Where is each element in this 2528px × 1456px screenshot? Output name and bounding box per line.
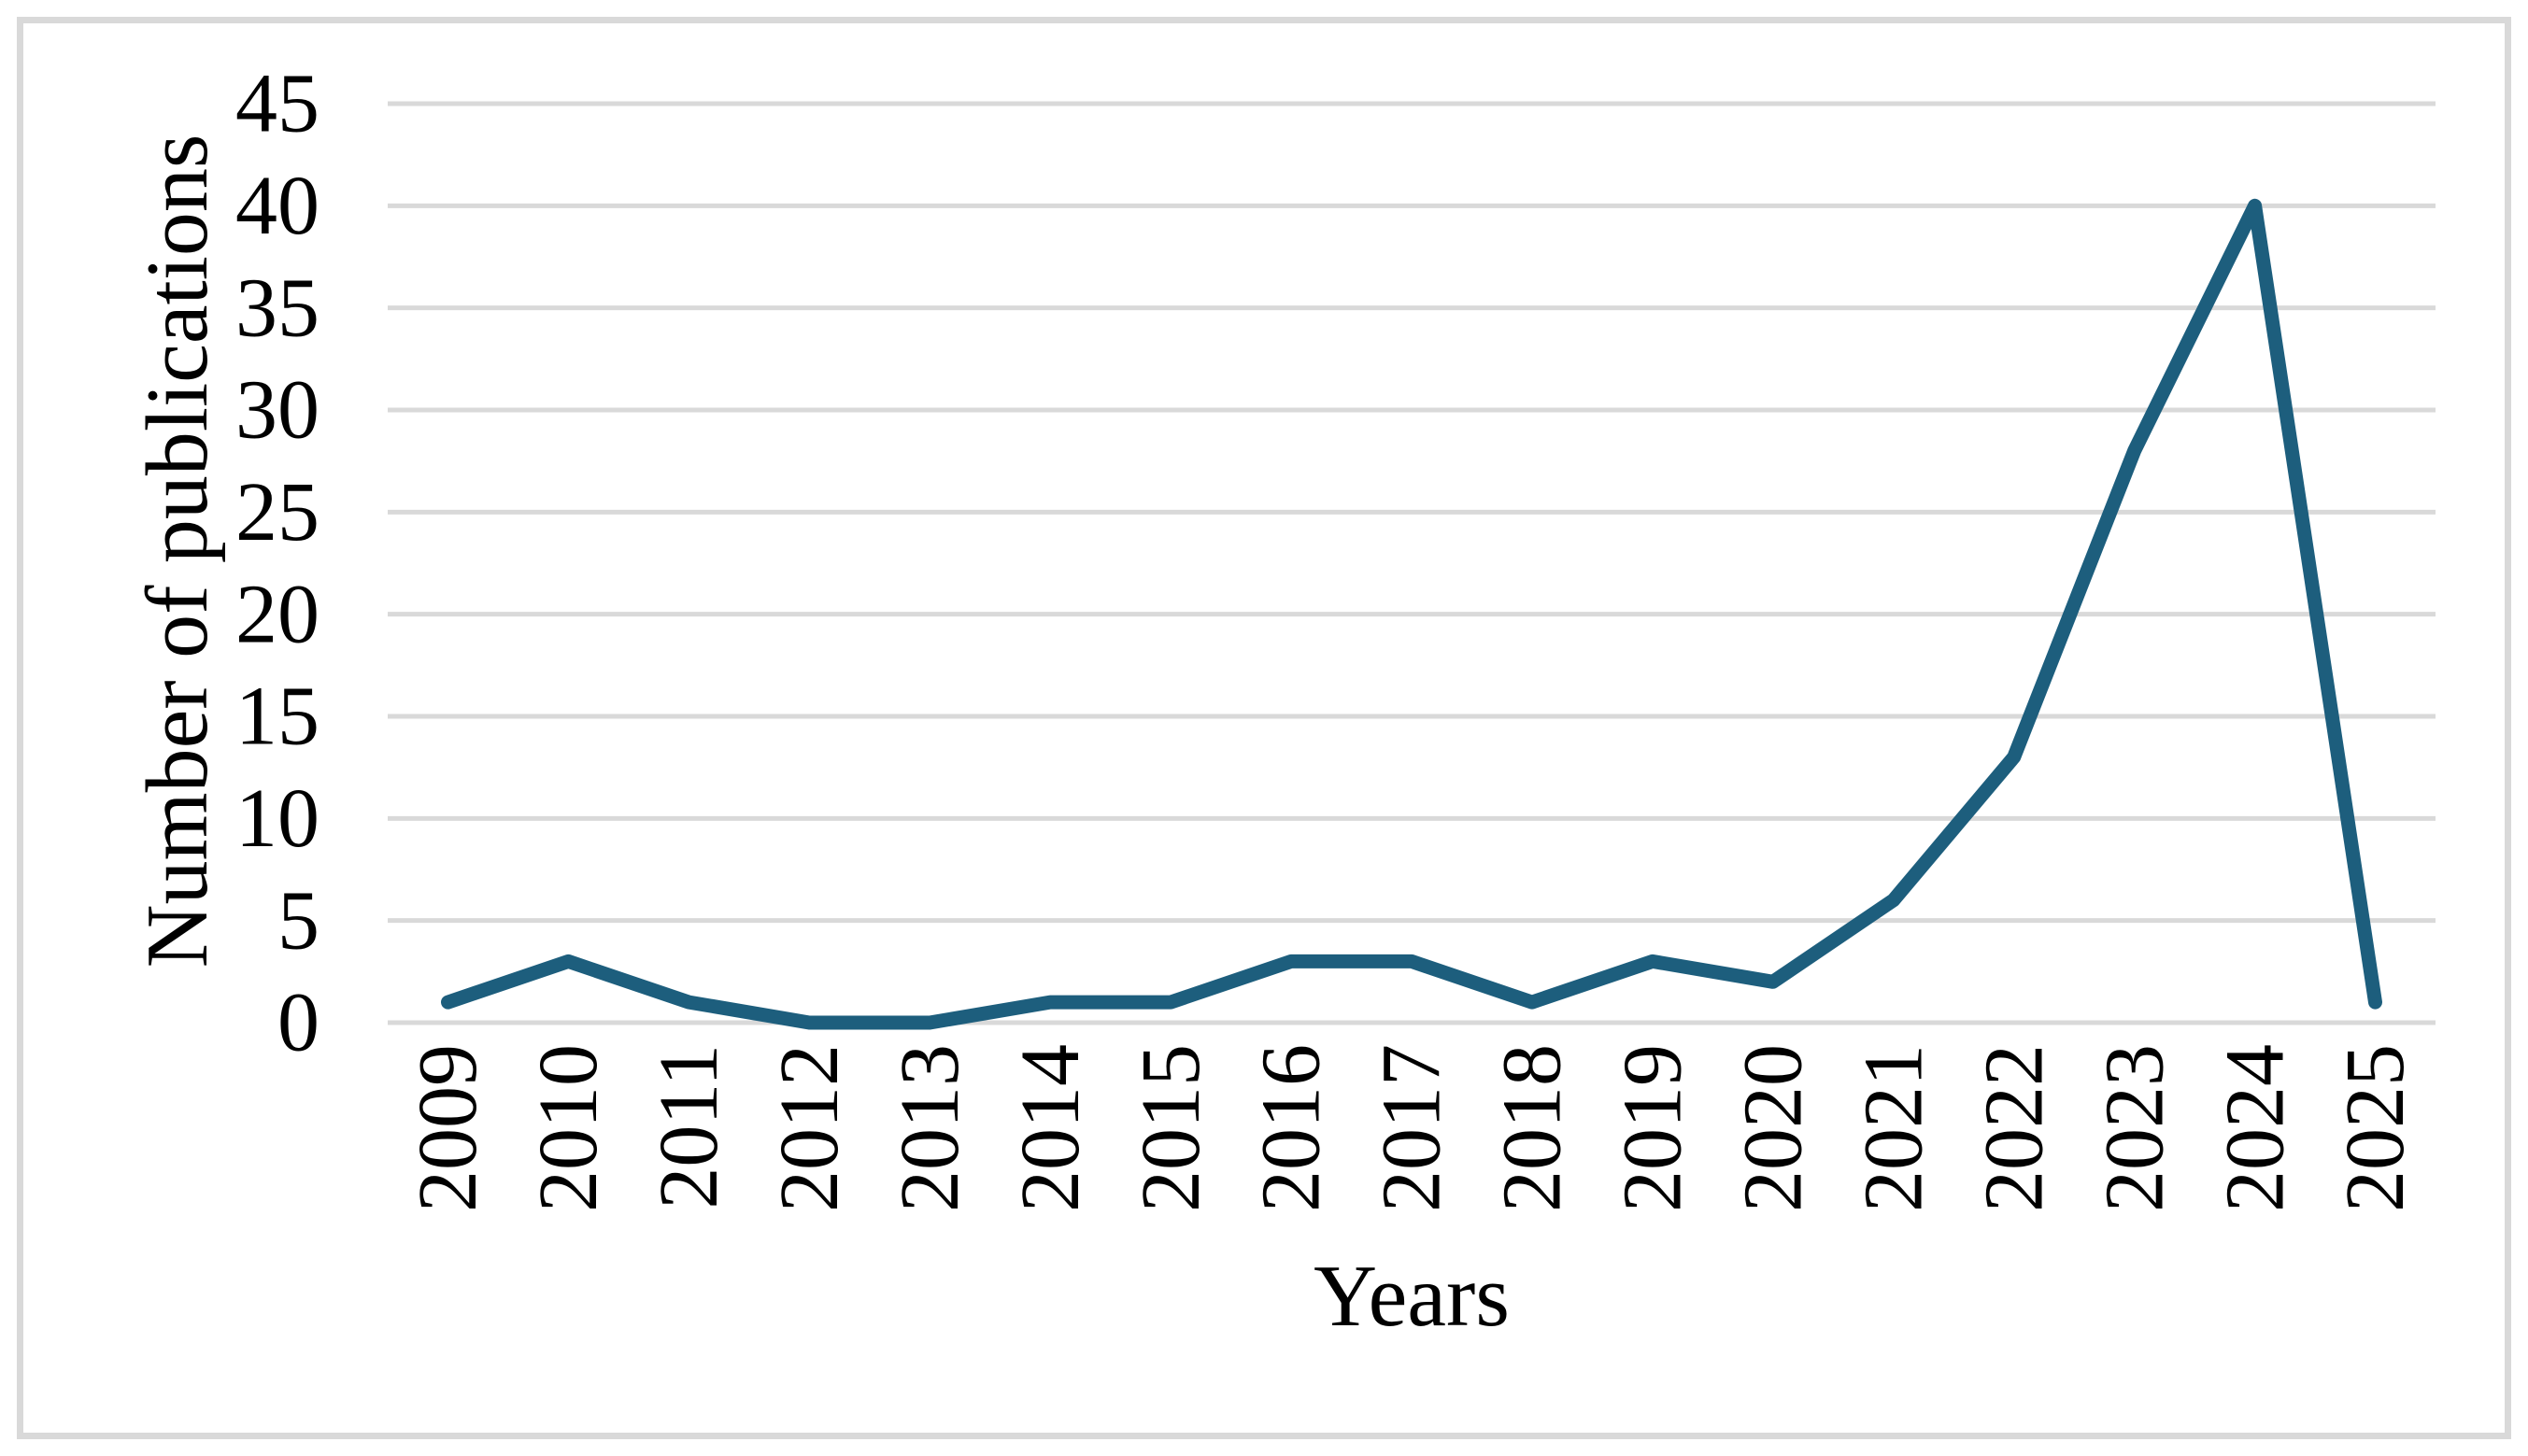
y-tick-label: 35 [235, 262, 320, 354]
x-tick-label: 2014 [1004, 1044, 1097, 1212]
y-tick-label: 15 [235, 671, 320, 763]
x-tick-label: 2011 [643, 1044, 735, 1209]
x-tick-label: 2015 [1125, 1044, 1217, 1212]
y-tick-label: 0 [277, 977, 320, 1069]
x-tick-label: 2018 [1486, 1044, 1579, 1212]
y-tick-label: 20 [235, 568, 320, 660]
x-tick-label: 2024 [2208, 1044, 2301, 1212]
x-tick-label: 2023 [2088, 1044, 2180, 1212]
x-tick-label: 2017 [1366, 1044, 1458, 1212]
y-tick-label: 40 [235, 160, 320, 252]
x-tick-label: 2019 [1607, 1044, 1699, 1212]
x-tick-label: 2021 [1847, 1044, 1939, 1212]
y-axis-title: Number of publications [129, 134, 226, 968]
x-tick-label: 2016 [1245, 1044, 1338, 1212]
data-series-line [441, 198, 2382, 1030]
y-tick-label: 5 [277, 874, 320, 967]
y-tick-label: 25 [235, 466, 320, 558]
y-tick-label: 45 [235, 58, 320, 150]
x-tick-label: 2010 [522, 1044, 615, 1212]
x-tick-label: 2020 [1727, 1044, 1820, 1212]
x-tick-label: 2022 [1967, 1044, 2060, 1212]
x-axis-title: Years [1314, 1248, 1510, 1345]
x-tick-label: 2025 [2329, 1044, 2421, 1212]
y-tick-label: 30 [235, 364, 320, 457]
x-tick-label: 2012 [763, 1044, 856, 1212]
y-tick-label: 10 [235, 772, 320, 865]
x-tick-label: 2009 [402, 1044, 494, 1212]
x-tick-label: 2013 [884, 1044, 976, 1212]
